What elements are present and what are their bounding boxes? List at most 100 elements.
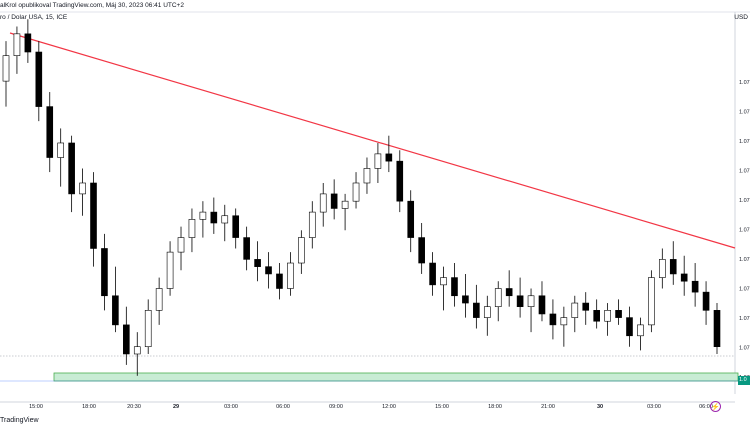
x-tick-label: 30 [597, 404, 603, 410]
candle-body [287, 262, 294, 289]
x-tick-label: 18:00 [82, 404, 96, 410]
tradingview-logo: TradingView [0, 417, 39, 424]
candle-body [473, 302, 480, 318]
candle-body [352, 182, 360, 202]
candle-body [243, 237, 250, 260]
y-tick-label: 1.07 [739, 198, 750, 204]
candle-body [210, 211, 218, 224]
candle-body [658, 259, 666, 278]
y-tick-label: 1.07 [739, 287, 750, 293]
candle-body [669, 259, 677, 275]
candle-body [177, 237, 185, 253]
candle-body [199, 211, 207, 220]
x-tick-label: 12:00 [382, 404, 396, 410]
x-tick-label: 06:00 [276, 404, 290, 410]
candle-body [451, 277, 458, 297]
y-tick-label: 1.07 [739, 316, 750, 322]
candle-body [440, 277, 447, 286]
candle-body [527, 295, 535, 307]
last-price-tag: 1.0 [738, 376, 750, 385]
y-tick-label: 1.07 [739, 346, 750, 352]
candle-body [90, 182, 97, 249]
candle-body [123, 324, 130, 355]
symbol-legend[interactable]: ro / Dolar USA, 15, ICE [0, 14, 68, 21]
candle-body [57, 142, 65, 158]
candle-body [396, 160, 404, 202]
candle-body [680, 273, 688, 282]
candle-body [713, 310, 721, 348]
x-tick-label: 03:00 [224, 404, 238, 410]
candle-body [462, 295, 469, 304]
candle-body [46, 106, 54, 158]
candle-body [298, 237, 305, 264]
candle-body [691, 280, 699, 293]
candle-body [13, 33, 21, 56]
candle-body [593, 310, 600, 322]
candle-body [101, 248, 108, 297]
candle-body [505, 288, 513, 297]
x-tick-label: 06:00 [699, 404, 713, 410]
candle-body [538, 295, 546, 315]
candle-body [232, 215, 240, 238]
candle-body [374, 153, 382, 169]
candle-body [35, 51, 43, 107]
candle-body [2, 55, 10, 82]
x-tick-label: 21:00 [541, 404, 555, 410]
candle-body [79, 182, 86, 195]
y-tick-label: 1.07 [739, 80, 750, 86]
candle-body [363, 168, 371, 184]
candle-body [24, 33, 32, 53]
candle-body [254, 259, 261, 267]
x-tick-label: 29 [173, 404, 179, 410]
lightning-icon[interactable]: ⚡ [710, 401, 721, 412]
candle-body [385, 153, 393, 162]
candle-body [133, 346, 141, 355]
candle-body [407, 200, 415, 238]
candle-body [341, 200, 349, 209]
y-tick-label: 1.07 [739, 110, 750, 116]
candle-body [648, 277, 655, 326]
candle-body [166, 251, 174, 289]
x-tick-label: 15:00 [29, 404, 43, 410]
candle-body [483, 306, 491, 318]
candle-body [702, 291, 710, 311]
candle-body [112, 295, 119, 326]
x-tick-label: 15:00 [435, 404, 449, 410]
candle-body [626, 317, 633, 337]
x-tick-label: 20:30 [127, 404, 141, 410]
trendline [9, 32, 736, 249]
candle-body [582, 302, 590, 311]
candle-body [494, 288, 502, 307]
candle-body [637, 324, 644, 337]
y-tick-label: 1.07 [739, 139, 750, 145]
x-tick-label: 03:00 [647, 404, 661, 410]
candle-body [429, 262, 436, 286]
candle-body [560, 317, 568, 326]
y-tick-label: 1.07 [739, 257, 750, 263]
candle-body [308, 211, 316, 238]
candle-body [68, 142, 75, 195]
candle-body [516, 295, 524, 307]
y-tick-label: 1.07 [739, 228, 750, 234]
candle-body [276, 273, 283, 289]
candle-body [418, 237, 425, 264]
publisher-line: alKrol opublikoval TradingView.com, Máj … [0, 2, 184, 9]
candle-body [155, 288, 163, 311]
candle-body [604, 310, 611, 322]
candle-body [549, 313, 557, 326]
candle-body [188, 219, 196, 238]
x-tick-label: 09:00 [329, 404, 343, 410]
candle-body [144, 310, 152, 348]
currency-label: USD [734, 14, 748, 21]
candle-body [571, 302, 579, 318]
x-tick-label: 18:00 [488, 404, 502, 410]
y-tick-label: 1.07 [739, 169, 750, 175]
candle-body [319, 193, 327, 213]
candle-body [265, 266, 272, 275]
candle-body [330, 193, 338, 209]
candle-body [221, 215, 229, 224]
support-zone [53, 372, 739, 382]
candle-body [615, 310, 622, 318]
